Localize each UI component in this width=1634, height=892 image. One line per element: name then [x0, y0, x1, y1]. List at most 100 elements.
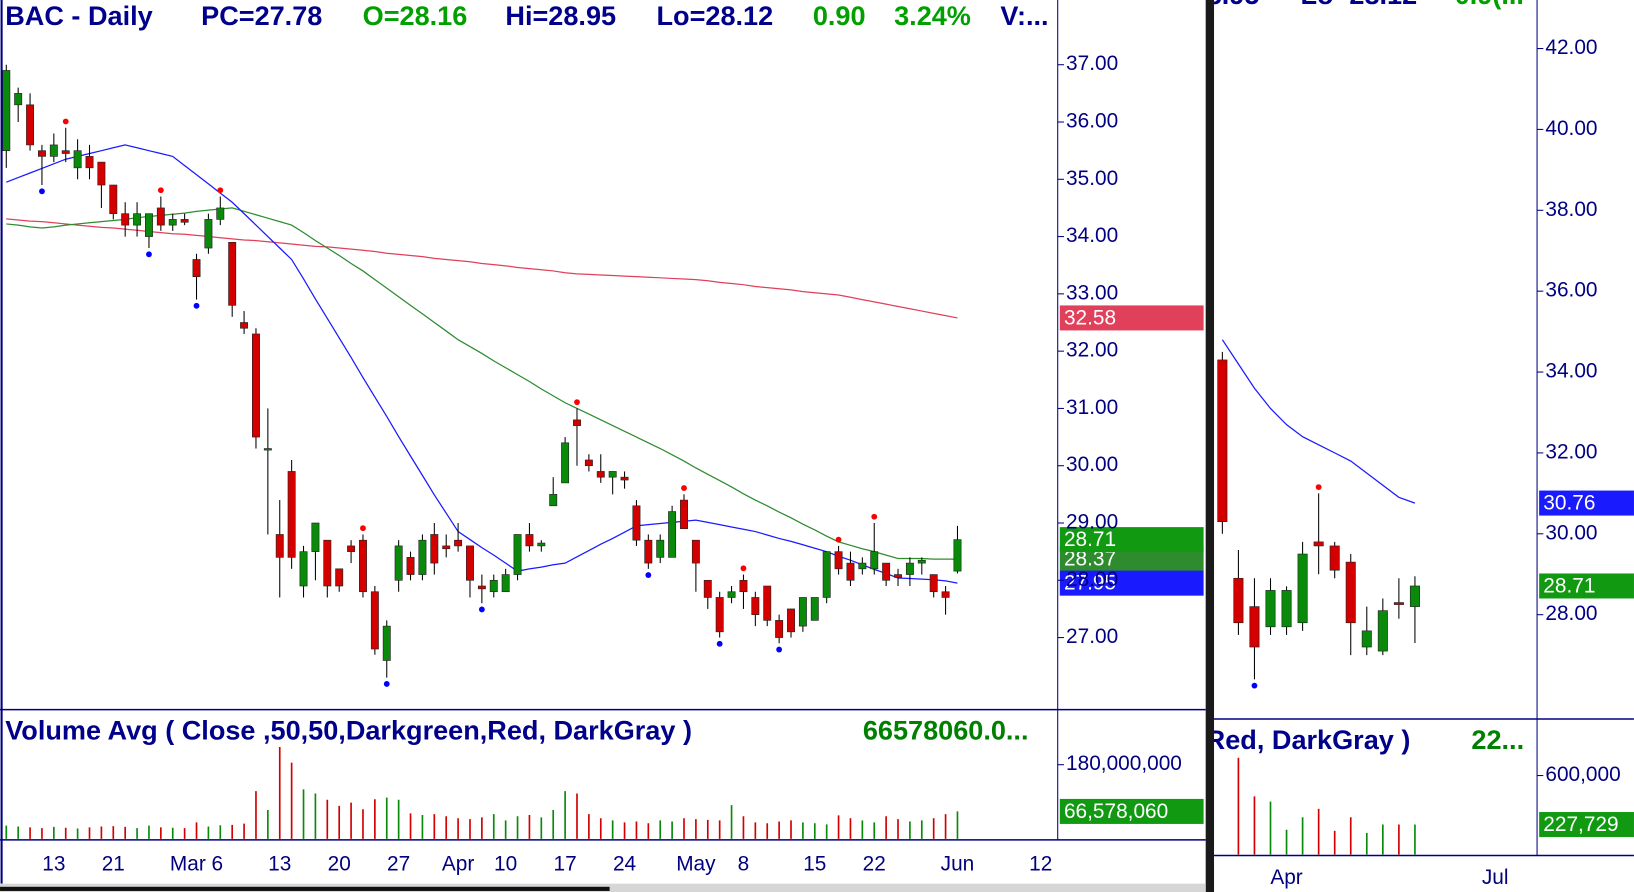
header-text: O=28.16 — [363, 0, 468, 31]
candle-body — [85, 156, 94, 169]
candle-body — [442, 545, 451, 550]
candle-body — [905, 562, 914, 575]
x-tick-label: Jun — [941, 852, 975, 875]
candle-body — [2, 70, 11, 151]
axis-tag-label: 28.71 — [1064, 528, 1116, 551]
axis-tag-label: 27.95 — [1064, 572, 1116, 595]
pivot-low-dot — [645, 572, 652, 578]
x-tick-label: 17 — [554, 852, 577, 875]
pivot-high-dot — [1315, 484, 1322, 491]
candle-body — [275, 534, 284, 558]
candle-body — [513, 534, 522, 575]
x-tick-label: 20 — [328, 852, 351, 875]
candle-body — [632, 505, 641, 541]
candle-body — [727, 591, 736, 598]
candle-body — [180, 219, 189, 223]
x-tick-label: 13 — [268, 852, 291, 875]
candle-body — [1249, 606, 1260, 648]
candle-body — [917, 559, 926, 564]
candle-body — [299, 551, 308, 587]
candle-body — [1297, 553, 1308, 624]
moving-average-line — [1221, 339, 1416, 504]
pivot-high-dot — [360, 525, 366, 532]
header-text: Hi=28.95 — [505, 0, 616, 31]
axis-tag-label: 28.37 — [1064, 548, 1116, 571]
candle-body — [216, 207, 225, 220]
candle-body — [715, 597, 724, 633]
candle-body — [691, 539, 700, 564]
candle-body — [537, 542, 546, 547]
pivot-high-dot — [740, 565, 747, 572]
candle-body — [109, 184, 118, 214]
y-tick-label: 32.00 — [1545, 440, 1597, 463]
candle-body — [561, 442, 570, 484]
candle-body — [394, 545, 403, 581]
header-text: V:... — [1000, 0, 1048, 31]
pivot-high-dot — [835, 536, 842, 543]
candle-body — [573, 419, 581, 426]
volume-title: 66578060.0... — [863, 715, 1029, 746]
candle-body — [156, 207, 165, 226]
pivot-high-dot — [681, 485, 687, 492]
scrollbar — [0, 886, 610, 891]
candle-body — [73, 150, 82, 169]
y-tick-label: 34.00 — [1545, 360, 1597, 383]
candle-body — [168, 219, 177, 226]
y-tick-label: 600,000 — [1545, 763, 1620, 786]
candle-body — [14, 93, 23, 106]
y-tick-label: 35.00 — [1066, 167, 1118, 190]
candle-body — [335, 568, 344, 587]
y-tick-label: 34.00 — [1066, 224, 1118, 247]
daily-panel: BAC - Daily PC=27.78 O=28.16 Hi=28.95 Lo=28.… — [2, 0, 1049, 839]
x-tick-label: 13 — [42, 852, 65, 875]
axis-tag — [1059, 570, 1204, 596]
y-tick-label: 37.00 — [1066, 52, 1118, 75]
pivot-low-dot — [478, 606, 485, 613]
axis-tag — [1059, 305, 1204, 331]
candle-body — [739, 579, 748, 593]
candle-body — [1393, 602, 1404, 605]
axis-tag-label: 32.58 — [1064, 306, 1116, 329]
y-tick-label: 29.00 — [1066, 510, 1118, 533]
candle-body — [703, 579, 712, 598]
candle-body — [370, 591, 379, 650]
candle-body — [1233, 577, 1244, 624]
x-tick-label: Apr — [1270, 866, 1302, 889]
candle-body — [501, 574, 510, 593]
candle-body — [97, 161, 106, 186]
candle-body — [751, 597, 760, 615]
candle-body — [192, 259, 201, 277]
volume-title: 22... — [1471, 724, 1524, 755]
y-tick-label: 40.00 — [1545, 117, 1597, 140]
candle-body — [430, 534, 439, 564]
candle-body — [1281, 590, 1292, 628]
candle-body — [49, 144, 58, 157]
y-tick-label: 180,000,000 — [1066, 752, 1182, 775]
y-tick-label: 36.00 — [1066, 110, 1118, 133]
candle-body — [584, 459, 593, 467]
candle-body — [1345, 561, 1356, 624]
candle-body — [359, 539, 367, 593]
y-tick-label: 42.00 — [1545, 36, 1597, 59]
candle-body — [953, 539, 962, 572]
candle-body — [454, 539, 463, 547]
volume-title: Red, DarkGray ) — [1206, 724, 1411, 755]
y-tick-label: 28.00 — [1066, 568, 1118, 591]
axis-tag-label: 227,729 — [1543, 813, 1618, 836]
candle-body — [787, 608, 795, 633]
pivot-high-dot — [574, 399, 580, 406]
candle-body — [882, 562, 891, 581]
x-tick-label: 12 — [1029, 852, 1052, 875]
pivot-low-dot — [146, 251, 152, 258]
candle-body — [680, 499, 688, 530]
header-text: BAC - Daily — [5, 0, 152, 31]
candle-body — [1329, 545, 1340, 571]
y-tick-label: 38.00 — [1545, 198, 1597, 221]
candle-body — [133, 213, 142, 226]
x-tick-label: Mar 6 — [170, 852, 223, 875]
candle-body — [418, 539, 427, 575]
weekly-panel: 8.95 Lo=28.12 0.9(... Red, DarkGray ) 22... — [1206, 0, 1524, 855]
header-text: Lo=28.12 — [657, 0, 774, 31]
candle-body — [26, 104, 35, 146]
